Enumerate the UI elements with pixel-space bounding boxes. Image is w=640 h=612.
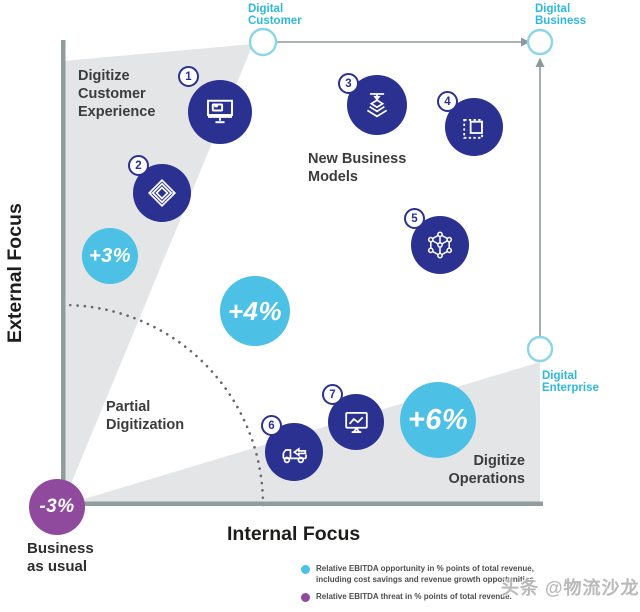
bubble-plus6: +6% xyxy=(400,382,476,458)
y-axis-line xyxy=(61,40,66,506)
dotted-arc xyxy=(61,303,265,507)
digital-enterprise-node xyxy=(526,335,554,363)
opportunity-dot-icon xyxy=(301,565,310,574)
bubble-minus3: -3% xyxy=(29,479,85,535)
item-2-circle xyxy=(133,164,191,222)
delivery-truck-icon xyxy=(282,447,307,464)
up-arrowhead-icon xyxy=(535,57,545,67)
analytics-monitor-icon xyxy=(344,411,368,433)
item-1-badge: 1 xyxy=(178,66,199,87)
threat-dot-icon xyxy=(301,593,310,602)
watermark: 头条 @物流沙龙 xyxy=(501,578,640,598)
legend-threat: Relative EBITDA threat in % points of to… xyxy=(301,592,512,603)
item-3-badge: 3 xyxy=(338,73,359,94)
legend-opportunity-text: Relative EBITDA opportunity in % points … xyxy=(316,564,537,584)
printer-3d-icon xyxy=(366,93,388,118)
right-arrowhead-icon xyxy=(521,37,530,47)
legend-opportunity: Relative EBITDA opportunity in % points … xyxy=(301,564,536,585)
y-axis-label: External Focus xyxy=(4,203,26,343)
desktop-payment-icon xyxy=(207,99,233,124)
item-6-badge: 6 xyxy=(261,415,282,436)
modular-square-icon xyxy=(462,118,483,139)
upper-left-wedge xyxy=(63,44,253,503)
region-partial-digitization: Partial Digitization xyxy=(106,399,185,433)
item-7-badge: 7 xyxy=(322,384,343,405)
item-1-circle xyxy=(188,80,252,144)
digital-business-node xyxy=(526,28,554,56)
digital-business-label: Digital Business xyxy=(535,3,587,27)
layered-diamonds-icon xyxy=(147,178,177,208)
network-cube-icon xyxy=(427,231,453,259)
x-axis-label: Internal Focus xyxy=(227,523,361,545)
digital-customer-label: Digital Customer xyxy=(248,3,302,27)
region-business-as-usual: Business as usual xyxy=(27,540,94,575)
bubble-plus3: +3% xyxy=(82,228,138,284)
digital-enterprise-label: Digital Enterprise xyxy=(542,370,599,394)
region-digitize-customer-experience: Digitize Customer Experience xyxy=(78,68,156,120)
region-new-business-models: New Business Models xyxy=(308,151,407,185)
x-axis-line xyxy=(61,501,543,506)
region-digitize-operations: Digitize Operations xyxy=(448,453,525,487)
digital-customer-node xyxy=(248,27,278,57)
legend-threat-text: Relative EBITDA threat in % points of to… xyxy=(316,592,512,601)
item-4-badge: 4 xyxy=(437,91,458,112)
bubble-plus4: +4% xyxy=(220,276,290,346)
item-2-badge: 2 xyxy=(128,155,149,176)
item-5-badge: 5 xyxy=(404,208,425,229)
